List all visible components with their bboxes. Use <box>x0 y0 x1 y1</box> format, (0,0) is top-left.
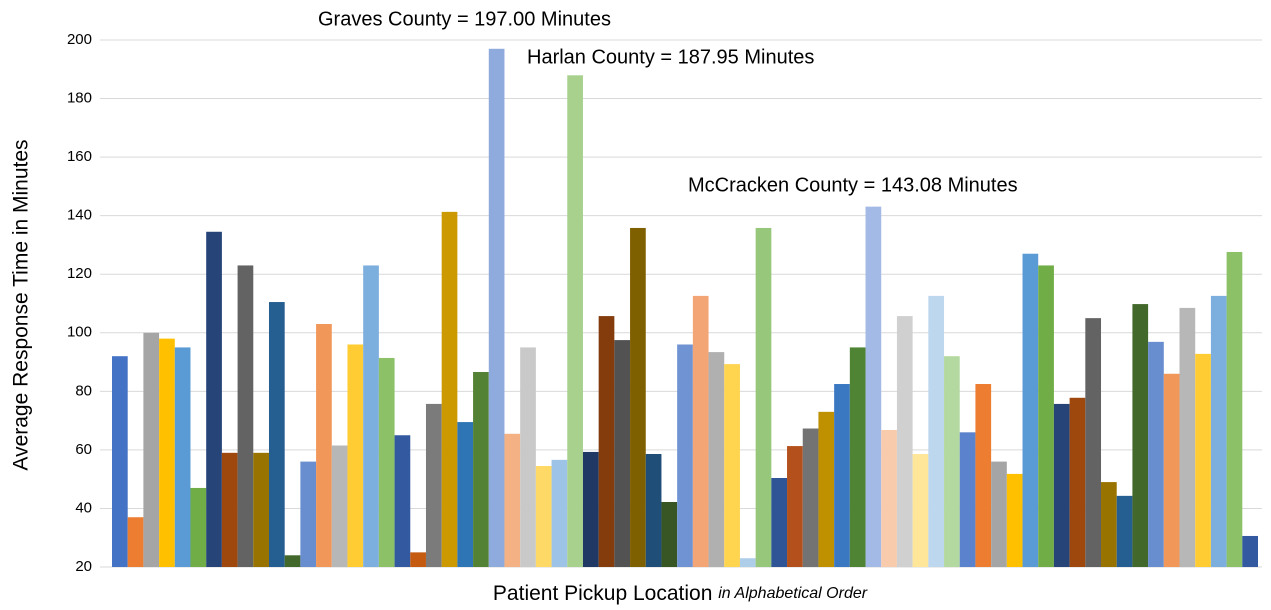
x-axis-label-main: Patient Pickup Location <box>493 582 712 605</box>
bar <box>316 323 332 567</box>
bar <box>582 451 599 567</box>
bar <box>1179 307 1196 567</box>
bar <box>551 459 568 567</box>
bar <box>661 502 678 567</box>
bar <box>677 344 693 567</box>
bar <box>991 461 1007 567</box>
bar <box>1242 535 1258 567</box>
bar <box>614 340 631 567</box>
bar <box>787 446 803 567</box>
bar <box>975 384 992 567</box>
bar <box>1038 265 1054 567</box>
bar <box>849 347 866 567</box>
bar <box>1148 341 1164 567</box>
bar <box>1085 318 1102 567</box>
bar <box>268 302 285 567</box>
bar <box>253 452 269 567</box>
bar <box>112 356 128 567</box>
bar <box>127 517 144 567</box>
x-axis-label-note: in Alphabetical Order <box>718 585 867 602</box>
plot-area: 20 40 60 80 100 120 140 160 180 200 <box>67 31 1262 575</box>
bar <box>410 552 426 567</box>
bar <box>771 477 788 567</box>
bar <box>1116 495 1133 567</box>
y-tick-label: 40 <box>75 499 92 516</box>
bar <box>520 347 536 567</box>
bar <box>284 555 301 567</box>
bar <box>1195 353 1211 567</box>
y-tick-label: 140 <box>67 207 92 224</box>
bar <box>504 433 521 567</box>
annotation: Graves County = 197.00 Minutes <box>318 8 611 30</box>
y-tick-label: 200 <box>67 31 92 48</box>
bar <box>1132 304 1149 567</box>
bar <box>912 453 929 567</box>
bar <box>1069 397 1086 567</box>
bar <box>598 316 615 567</box>
bar <box>1210 295 1227 567</box>
bar <box>928 295 945 567</box>
bar <box>881 429 897 567</box>
bar <box>159 338 175 567</box>
bar <box>567 75 583 567</box>
x-axis-label: Patient Pickup Location in Alphabetical … <box>493 582 868 605</box>
bar <box>959 432 976 567</box>
bar <box>143 332 160 567</box>
bar <box>724 364 740 567</box>
bar <box>425 403 442 567</box>
y-tick-label: 80 <box>75 382 92 399</box>
y-tick-label: 180 <box>67 90 92 107</box>
bar <box>739 558 756 567</box>
bar <box>645 453 662 567</box>
bar <box>221 452 238 567</box>
bar <box>331 445 348 567</box>
bar <box>363 265 379 567</box>
bar <box>834 384 850 567</box>
bar <box>441 211 458 568</box>
bar <box>1006 473 1023 567</box>
bar <box>488 48 505 568</box>
bar <box>708 352 725 567</box>
bar <box>802 428 819 567</box>
bar <box>630 227 646 568</box>
bar <box>473 372 489 567</box>
bar <box>347 344 364 567</box>
annotation: Harlan County = 187.95 Minutes <box>527 46 814 68</box>
bar <box>394 435 411 567</box>
bar <box>174 347 191 567</box>
y-tick-label: 100 <box>67 324 92 341</box>
bar <box>692 295 709 567</box>
y-tick-label: 120 <box>67 265 92 282</box>
y-tick-label: 60 <box>75 441 92 458</box>
bar <box>237 265 254 567</box>
bar <box>1053 403 1070 567</box>
y-tick-label: 160 <box>67 148 92 165</box>
bar <box>300 461 317 567</box>
bar <box>755 227 772 568</box>
bar <box>865 206 882 567</box>
bar <box>457 422 474 567</box>
bar <box>1163 373 1180 567</box>
bar <box>944 356 960 567</box>
bar <box>190 487 207 567</box>
y-tick-label: 20 <box>75 558 92 575</box>
bar <box>1101 482 1117 567</box>
y-axis-label: Average Response Time in Minutes <box>10 139 33 470</box>
bar <box>896 316 913 567</box>
bar <box>818 411 835 567</box>
bar <box>1022 253 1039 567</box>
bar <box>206 231 222 567</box>
bar <box>535 465 552 567</box>
bar <box>1226 251 1243 567</box>
annotation: McCracken County = 143.08 Minutes <box>688 174 1018 196</box>
bar <box>378 357 395 567</box>
